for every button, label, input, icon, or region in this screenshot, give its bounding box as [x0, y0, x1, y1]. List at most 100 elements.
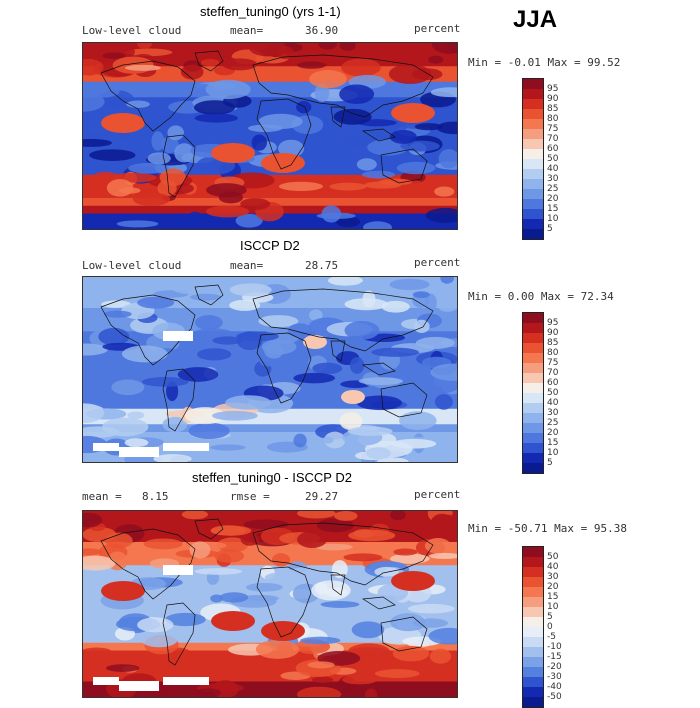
colorbar-swatch: [523, 179, 543, 189]
colorbar-swatch: [523, 139, 543, 149]
colorbar-tick-label: 10: [547, 602, 559, 612]
colorbar-tick-label: 15: [547, 438, 559, 448]
variable-label: Low-level cloud: [82, 259, 182, 272]
colorbar-swatch: [523, 677, 543, 687]
units-label: percent: [414, 256, 461, 269]
rmse-value: 29.27: [305, 490, 339, 503]
mean-value: 28.75: [305, 259, 339, 272]
colorbar-tick-label: 70: [547, 368, 559, 378]
colorbar-tick-label: 40: [547, 164, 559, 174]
colorbar-tick-label: 20: [547, 194, 559, 204]
colorbar-swatch: [523, 353, 543, 363]
colorbar-swatch: [523, 557, 543, 567]
colorbar-swatch: [523, 423, 543, 433]
colorbar-tick-label: 90: [547, 328, 559, 338]
colorbar-tick-label: 5: [547, 224, 553, 234]
colorbar-swatch: [523, 89, 543, 99]
colorbar-swatch: [523, 607, 543, 617]
diff-mean-value: 8.15: [142, 490, 169, 503]
colorbar-swatch: [523, 657, 543, 667]
colorbar-tick-label: -30: [547, 672, 562, 682]
colorbar-tick-label: 60: [547, 378, 559, 388]
colorbar-tick-label: 95: [547, 318, 559, 328]
colorbar-swatch: [523, 199, 543, 209]
rmse-label: rmse =: [230, 490, 270, 503]
colorbar-swatch: [523, 687, 543, 697]
colorbar-swatch: [523, 577, 543, 587]
colorbar-swatch: [523, 99, 543, 109]
colorbar-tick-label: 0: [547, 622, 553, 632]
colorbar-swatch: [523, 129, 543, 139]
map-observation: [82, 276, 458, 463]
colorbar-tick-label: 5: [547, 458, 553, 468]
colorbar-tick-label: 10: [547, 214, 559, 224]
colorbar-swatch: [523, 697, 543, 707]
colorbar-swatch: [523, 433, 543, 443]
colorbar-tick-label: 50: [547, 154, 559, 164]
colorbar-tick-label: 20: [547, 582, 559, 592]
units-label: percent: [414, 488, 461, 501]
units-label: percent: [414, 22, 461, 35]
colorbar-tick-label: 95: [547, 84, 559, 94]
colorbar-labels: 95 90 85 80 75 70 60 50 40 30 25 20 15 10 5: [547, 318, 558, 468]
min-max-readout: Min = -50.71 Max = 95.38: [468, 522, 627, 535]
colorbar-swatch: [523, 229, 543, 239]
colorbar-swatch: [523, 189, 543, 199]
colorbar-tick-label: 80: [547, 348, 559, 358]
colorbar-swatch: [523, 149, 543, 159]
colorbar-tick-label: 20: [547, 428, 559, 438]
colorbar-swatch: [523, 79, 543, 89]
season-label: JJA: [513, 6, 558, 33]
colorbar-swatch: [523, 323, 543, 333]
colorbar-tick-label: -20: [547, 662, 562, 672]
colorbar-tick-label: 5: [547, 612, 553, 622]
colorbar-swatch: [523, 463, 543, 473]
colorbar-swatch: [523, 363, 543, 373]
colorbar-swatch: [523, 637, 543, 647]
colorbar-swatch: [523, 647, 543, 657]
panel-title: steffen_tuning0 - ISCCP D2: [192, 470, 352, 485]
colorbar-swatch: [523, 453, 543, 463]
colorbar-swatch: [523, 567, 543, 577]
colorbar-tick-label: 80: [547, 114, 559, 124]
map-difference: [82, 510, 458, 698]
colorbar-tick-label: 30: [547, 408, 559, 418]
map-model: [82, 42, 458, 230]
colorbar-swatch: [523, 209, 543, 219]
map-field: [83, 277, 457, 462]
colorbar-swatch: [523, 443, 543, 453]
colorbar-tick-label: 50: [547, 552, 559, 562]
colorbar-tick-label: 15: [547, 204, 559, 214]
panel-title: steffen_tuning0 (yrs 1-1): [200, 4, 341, 19]
colorbar-tick-label: 40: [547, 562, 559, 572]
colorbar-swatch: [523, 219, 543, 229]
min-max-readout: Min = -0.01 Max = 99.52: [468, 56, 621, 69]
colorbar-swatch: [523, 383, 543, 393]
mean-label: mean=: [230, 259, 264, 272]
colorbar-swatch: [523, 169, 543, 179]
colorbar-tick-label: 85: [547, 338, 559, 348]
colorbar-swatch: [523, 343, 543, 353]
colorbar-swatch: [523, 597, 543, 607]
colorbar-tick-label: 50: [547, 388, 559, 398]
map-field: [83, 43, 457, 229]
colorbar-swatch: [523, 313, 543, 323]
panel-title: ISCCP D2: [240, 238, 300, 253]
colorbar-swatch: [523, 667, 543, 677]
colorbar-tick-label: 30: [547, 572, 559, 582]
colorbar-tick-label: 70: [547, 134, 559, 144]
colorbar-tick-label: -5: [547, 632, 556, 642]
colorbar-tick-label: -40: [547, 682, 562, 692]
colorbar-tick-label: 25: [547, 418, 559, 428]
colorbar-tick-label: -15: [547, 652, 562, 662]
colorbar: [522, 546, 544, 708]
diff-mean-label: mean =: [82, 490, 122, 503]
colorbar-tick-label: 90: [547, 94, 559, 104]
colorbar-swatch: [523, 403, 543, 413]
colorbar-tick-label: 85: [547, 104, 559, 114]
colorbar-tick-label: 30: [547, 174, 559, 184]
min-max-readout: Min = 0.00 Max = 72.34: [468, 290, 614, 303]
mean-value: 36.90: [305, 24, 339, 37]
colorbar-swatch: [523, 617, 543, 627]
colorbar: [522, 78, 544, 240]
